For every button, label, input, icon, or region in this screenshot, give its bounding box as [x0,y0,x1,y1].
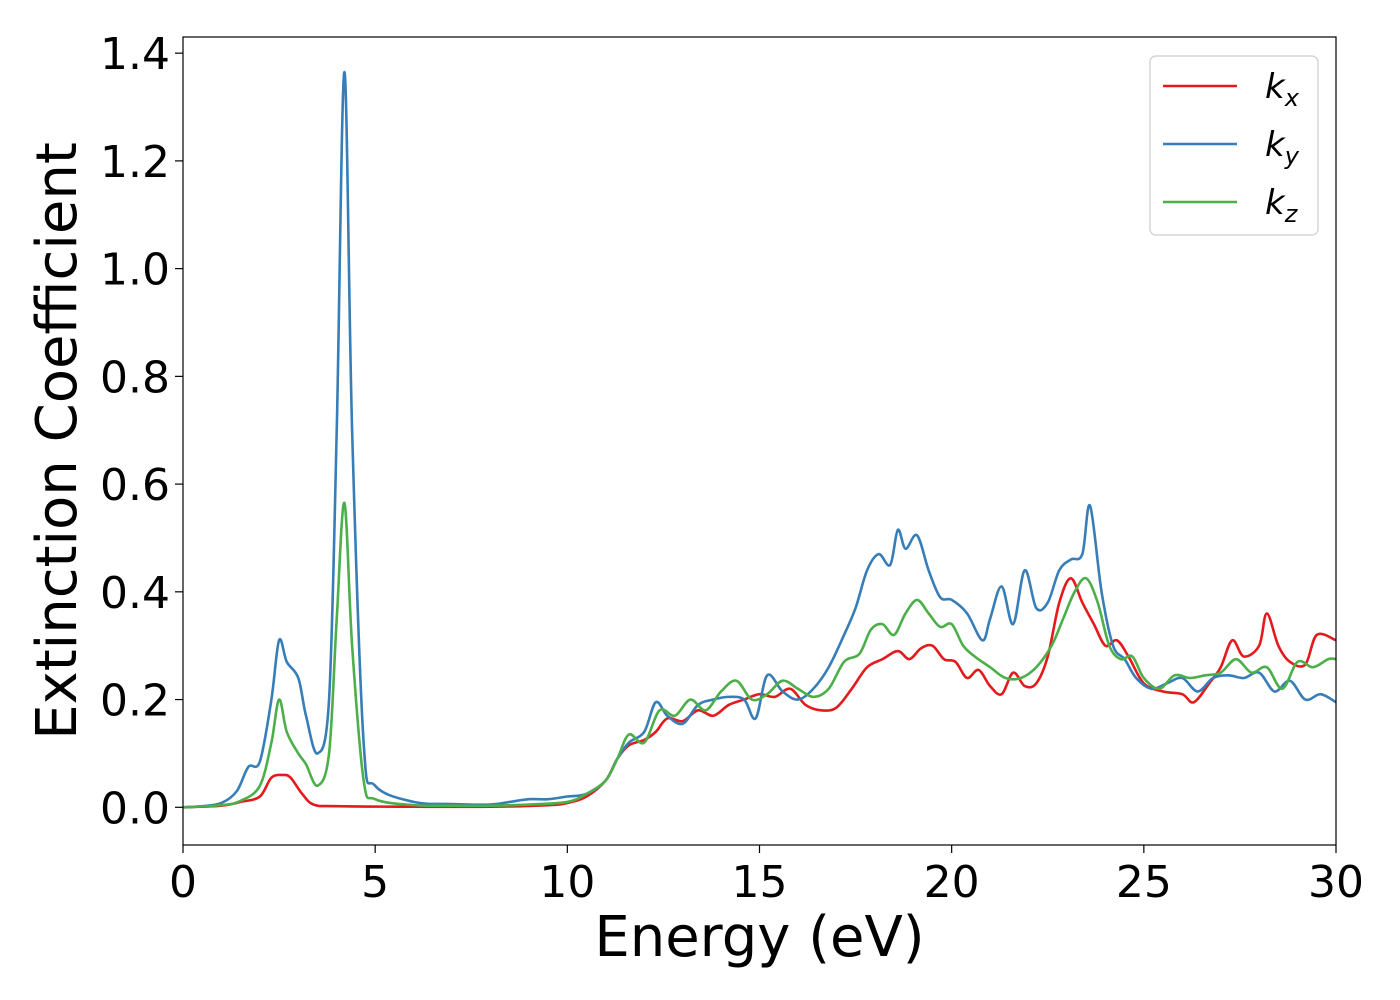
y-tick-label: 0.8 [100,352,170,403]
legend-box [1149,55,1319,236]
y-tick-label: 0.4 [100,568,170,619]
plot-area [183,70,1336,809]
legend-label-kx: kx [1265,67,1300,112]
y-axis-title: Extinction Coefficient [25,142,90,740]
x-tick-label: 25 [1116,857,1172,908]
x-tick-label: 0 [169,857,197,908]
y-tick-label: 0.6 [100,460,170,511]
x-tick-label: 20 [924,857,980,908]
legend-label-kz: kz [1265,183,1299,228]
y-tick-label: 1.0 [100,245,170,296]
x-tick-label: 5 [361,857,389,908]
series-line-ky [183,70,1336,809]
series-line-kz [183,501,1336,809]
x-tick-label: 10 [539,857,595,908]
x-tick-label: 30 [1308,857,1364,908]
x-tick-label: 15 [732,857,788,908]
legend: kx ky kz [1149,55,1319,236]
y-axis-ticks: 0.0 0.2 0.4 0.6 0.8 1.0 1.2 1.4 [100,29,183,834]
y-tick-label: 1.4 [100,29,170,80]
y-tick-label: 0.0 [100,783,170,834]
y-tick-label: 0.2 [100,676,170,727]
legend-label-ky: ky [1265,125,1300,170]
x-axis-title: Energy (eV) [594,905,924,970]
x-axis-ticks: 0 5 10 15 20 25 30 [169,845,1364,908]
y-tick-label: 1.2 [100,137,170,188]
